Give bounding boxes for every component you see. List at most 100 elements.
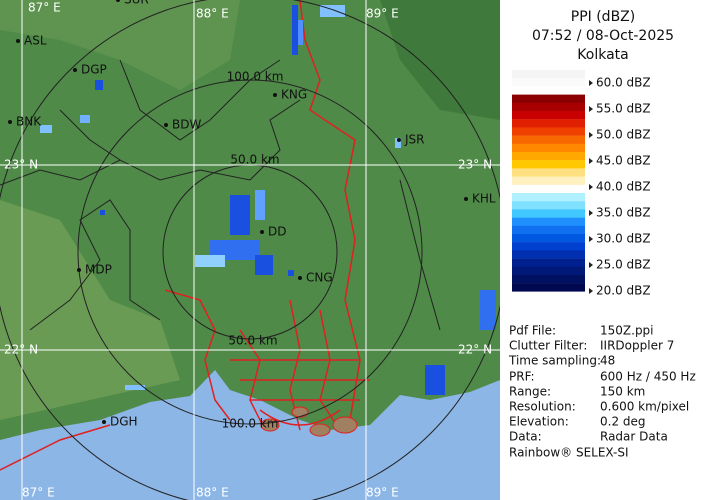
info-value: 150Z.ppi: [600, 324, 654, 338]
legend-label: 25.0 dBZ: [596, 258, 651, 272]
legend-pointer: [589, 158, 593, 164]
place-label: SUR: [124, 0, 149, 7]
color-band: [512, 201, 585, 210]
color-band: [512, 266, 585, 276]
color-band: [512, 275, 585, 284]
legend-label: 45.0 dBZ: [596, 154, 651, 168]
info-value: Radar Data: [600, 430, 668, 444]
echoes: [40, 5, 496, 395]
title: PPI (dBZ): [571, 9, 635, 25]
place-label: DGH: [110, 415, 138, 429]
map: 87° E 88° E 89° E 87° E 88° E 89° E 23° N 23° N…: [0, 0, 500, 500]
place-dot: [77, 268, 81, 272]
place-label: KHL: [472, 192, 496, 206]
graticule-label: 87° E: [28, 1, 61, 15]
info-key: Clutter Filter:: [509, 339, 587, 353]
graticule-label: 23° N: [458, 158, 492, 172]
graticule-label: 22° N: [458, 343, 492, 357]
place-label: DGP: [81, 63, 107, 77]
color-band: [512, 209, 585, 218]
info-value: 0.2 deg: [600, 415, 646, 429]
color-band: [512, 217, 585, 226]
graticule-label: 88° E: [196, 486, 229, 500]
place-label: DD: [268, 225, 286, 239]
place-dot: [102, 420, 106, 424]
place-label: MDP: [85, 263, 112, 277]
info-key: Pdf File:: [509, 324, 556, 338]
legend-label: 60.0 dBZ: [596, 76, 651, 90]
color-band: [512, 184, 585, 194]
place-dot: [73, 68, 77, 72]
range-label: 50.0 km: [228, 334, 277, 348]
legend-pointer: [589, 236, 593, 242]
color-band: [512, 283, 585, 292]
sea: [0, 370, 500, 500]
info-key: Elevation:: [509, 415, 569, 429]
range-label: 50.0 km: [230, 153, 279, 167]
place-label: ASL: [24, 34, 47, 48]
place-dot: [164, 123, 168, 127]
islands: [260, 406, 358, 437]
legend-label: 50.0 dBZ: [596, 128, 651, 142]
color-band: [512, 70, 585, 79]
legend-pointer: [589, 132, 593, 138]
color-band: [512, 102, 585, 112]
place-dot: [116, 0, 120, 2]
legend-panel: PPI (dBZ) 07:52 / 08-Oct-2025 Kolkata 60…: [508, 9, 696, 460]
color-band: [512, 242, 585, 251]
color-band: [512, 135, 585, 144]
info-key: Time sampling:: [508, 354, 601, 368]
legend-label: 35.0 dBZ: [596, 206, 651, 220]
legend-label: 55.0 dBZ: [596, 102, 651, 116]
graticule: [0, 0, 500, 500]
info-key: Range:: [509, 385, 551, 399]
color-band: [512, 250, 585, 259]
graticule-label: 23° N: [4, 158, 38, 172]
place-label: CNG: [306, 271, 333, 285]
legend-label: 40.0 dBZ: [596, 180, 651, 194]
place-dot: [464, 197, 468, 201]
color-band: [512, 193, 585, 202]
rivers: [0, 0, 370, 471]
place-label: BDW: [172, 118, 201, 132]
color-band: [512, 86, 585, 95]
graticule-label: 87° E: [22, 486, 55, 500]
legend-pointer: [589, 106, 593, 112]
info-key: Data:: [509, 430, 542, 444]
place-dot: [273, 93, 277, 97]
color-band: [512, 127, 585, 136]
map-labels: 87° E 88° E 89° E 87° E 88° E 89° E 23° N 23° N…: [4, 0, 496, 500]
place-dot: [260, 230, 264, 234]
place-label: KNG: [281, 88, 307, 102]
land-light: [0, 0, 240, 90]
place-dot: [298, 276, 302, 280]
range-label: 100.0 km: [227, 70, 284, 84]
land-light: [0, 200, 180, 420]
color-band: [512, 234, 585, 243]
legend-pointer: [589, 262, 593, 268]
site: Kolkata: [577, 47, 628, 63]
info-value: 0.600 km/pixel: [600, 400, 689, 414]
graticule-label: 89° E: [366, 486, 399, 500]
color-band: [512, 160, 585, 169]
color-band: [512, 78, 585, 87]
info-key: PRF:: [509, 370, 535, 384]
place-dot: [16, 39, 20, 43]
info-key: Resolution:: [509, 400, 576, 414]
footer: Rainbow® SELEX-SI: [509, 446, 629, 460]
color-band: [512, 119, 585, 128]
land-dark: [380, 0, 500, 120]
color-band: [512, 258, 585, 267]
info-value: IIRDoppler 7: [600, 339, 674, 353]
place-dot: [397, 138, 401, 142]
info-value: 48: [600, 354, 615, 368]
legend-pointer: [589, 80, 593, 86]
color-band: [512, 143, 585, 153]
graticule-label: 22° N: [4, 343, 38, 357]
timestamp: 07:52 / 08-Oct-2025: [532, 28, 674, 44]
place-label: BNK: [16, 115, 42, 129]
place-dot: [8, 120, 12, 124]
district-borders: [0, 59, 441, 331]
legend-pointer: [589, 184, 593, 190]
color-band: [512, 225, 585, 235]
